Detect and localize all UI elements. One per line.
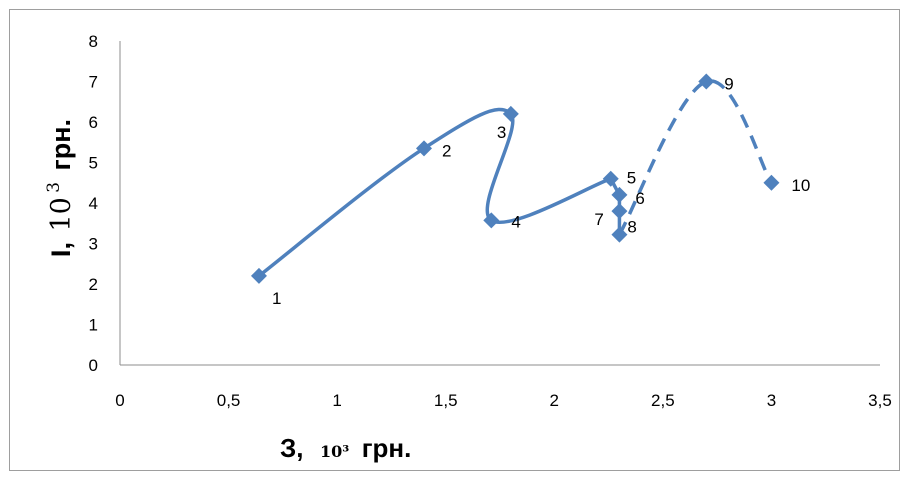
data-point-label: 7: [594, 210, 603, 229]
series-lines: [257, 79, 773, 278]
svg-text:З, 10³ грн.: З, 10³ грн.: [280, 433, 411, 463]
data-point-marker: [602, 170, 619, 187]
axes: [119, 41, 880, 366]
chart-frame: 0 0,5 1 1,5 2 2,5 3 3,5 0 1 2 3 4 5 6 7 8 1 2 3 4 5 6 7 8 9 10 І,…: [9, 9, 900, 471]
x-tick-label: 2,5: [651, 391, 675, 410]
data-point-marker: [502, 105, 519, 122]
x-tick-label: 0,5: [217, 391, 241, 410]
data-markers: [250, 73, 780, 284]
x-tick-label: 1: [332, 391, 341, 410]
y-tick-label: 2: [89, 275, 98, 294]
data-point-marker: [611, 186, 628, 203]
x-tick-label: 0: [115, 391, 124, 410]
y-tick-label: 6: [89, 113, 98, 132]
data-point-label: 5: [627, 169, 636, 188]
svg-text:І, 10 3: І, 10 3 грн.: [44, 119, 77, 257]
y-tick-label: 7: [89, 73, 98, 92]
x-tick-label: 3: [767, 391, 776, 410]
data-point-label: 3: [497, 123, 506, 142]
y-tick-label: 3: [89, 235, 98, 254]
x-tick-label: 3,5: [868, 391, 892, 410]
x-axis-title: З, 10³ грн.: [280, 433, 411, 463]
y-axis-title: І, 10 3 грн.: [44, 119, 77, 257]
data-point-label: 1: [272, 289, 281, 308]
y-tick-label: 4: [89, 194, 98, 213]
y-tick-label: 8: [89, 32, 98, 51]
data-point-label: 8: [627, 218, 636, 237]
data-point-marker: [611, 226, 628, 243]
y-tick-label: 1: [89, 316, 98, 335]
data-point-marker: [483, 212, 500, 229]
y-tick-label: 5: [89, 154, 98, 173]
point-labels: 1 2 3 4 56 7 8 9 10: [272, 75, 810, 308]
data-point-label: 10: [791, 176, 810, 195]
data-point-label: 9: [724, 75, 733, 94]
data-point-marker: [250, 267, 267, 284]
series-line-dashed: [617, 79, 773, 236]
data-point-label: 2: [442, 141, 451, 160]
data-point-marker: [416, 140, 432, 157]
data-point-label: 6: [635, 189, 644, 208]
x-tick-label: 2: [550, 391, 559, 410]
data-point-label: 4: [511, 212, 520, 231]
data-point-marker: [611, 203, 628, 220]
data-point-marker: [763, 174, 780, 191]
x-tick-label: 1,5: [434, 391, 458, 410]
data-point-marker: [698, 73, 715, 90]
series-line-solid: [257, 107, 613, 278]
y-tick-label: 0: [89, 356, 98, 375]
